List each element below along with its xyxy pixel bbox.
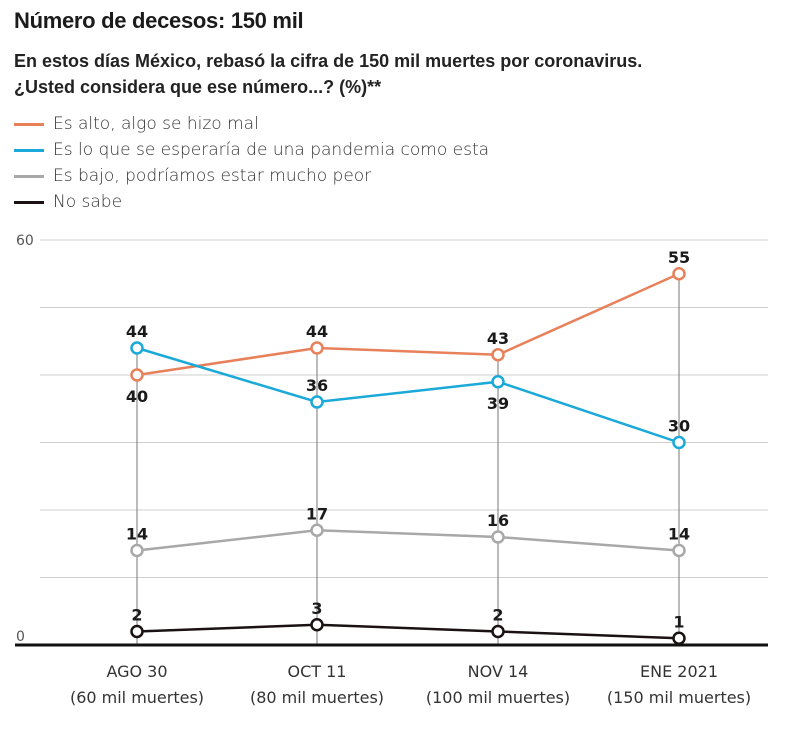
- data-label-bajo: 17: [306, 504, 328, 523]
- series-line-esperaria: [136, 346, 680, 444]
- data-point-esperaria: [130, 341, 144, 355]
- data-label-esperaria: 30: [668, 417, 690, 436]
- legend-swatch-no-sabe: [14, 200, 44, 204]
- data-point-bajo: [491, 530, 505, 544]
- data-label-alto: 44: [306, 322, 328, 341]
- legend-item-bajo: Es bajo, podríamos estar mucho peor: [14, 163, 489, 189]
- data-label-alto: 43: [487, 329, 509, 348]
- data-label-esperaria: 36: [306, 376, 328, 395]
- gridlines: [40, 239, 768, 578]
- drop-lines: [136, 273, 680, 645]
- data-label-bajo: 14: [126, 525, 148, 544]
- data-point-esperaria: [672, 435, 686, 450]
- data-point-alto: [672, 267, 686, 281]
- legend-swatch-esperaria: [14, 148, 44, 152]
- legend-item-no-sabe: No sabe: [14, 189, 489, 215]
- legend-label-bajo: Es bajo, podríamos estar mucho peor: [53, 166, 372, 186]
- series-line-bajo: [136, 528, 680, 552]
- series-line-alto: [136, 272, 680, 377]
- legend-label-esperaria: Es lo que se esperaría de una pandemia c…: [53, 140, 490, 160]
- data-label-bajo: 14: [668, 525, 690, 544]
- legend-swatch-alto: [14, 122, 44, 126]
- data-label-bajo: 16: [487, 511, 509, 530]
- x-tick-label-date: AGO 30: [106, 662, 167, 681]
- data-point-alto: [130, 368, 144, 382]
- data-label-alto: 40: [126, 387, 148, 406]
- y-tick-label: 0: [16, 629, 25, 645]
- legend-label-no-sabe: No sabe: [53, 192, 123, 212]
- data-label-no-sabe: 2: [131, 606, 142, 625]
- x-tick-label-deaths: (60 mil muertes): [70, 688, 204, 707]
- data-labels: 40 44 43 55 44 36 39 30 14 17 16 14 2 3 2 1: [126, 248, 690, 632]
- legend-item-esperaria: Es lo que se esperaría de una pandemia c…: [14, 137, 489, 163]
- x-tick-label-date: OCT 11: [288, 662, 347, 681]
- subtitle-line-2: ¿Usted considera que ese número...? (%)*…: [14, 77, 382, 97]
- data-point-bajo: [310, 523, 324, 537]
- x-tick-label-deaths: (100 mil muertes): [426, 688, 570, 707]
- data-label-esperaria: 39: [487, 394, 509, 413]
- data-point-no-sabe: [491, 624, 505, 639]
- x-tick-label-date: NOV 14: [468, 662, 529, 681]
- series-line-no-sabe: [136, 623, 680, 640]
- legend-label-alto: Es alto, algo se hizo mal: [53, 114, 259, 134]
- x-tick-label-deaths: (80 mil muertes): [250, 688, 384, 707]
- data-point-bajo: [672, 543, 686, 558]
- legend-swatch-bajo: [14, 174, 44, 178]
- data-point-no-sabe: [130, 624, 144, 639]
- data-point-bajo: [130, 543, 144, 558]
- x-tick-label-deaths: (150 mil muertes): [607, 688, 751, 707]
- x-tick-label-date: ENE 2021: [640, 662, 718, 681]
- data-label-no-sabe: 2: [492, 606, 503, 625]
- data-points: [130, 267, 686, 645]
- x-axis-labels: AGO 30 (60 mil muertes) OCT 11 (80 mil muer…: [70, 662, 751, 707]
- data-point-esperaria: [310, 395, 324, 409]
- legend-item-alto: Es alto, algo se hizo mal: [14, 111, 489, 137]
- data-point-alto: [310, 341, 324, 355]
- data-label-esperaria: 44: [126, 322, 148, 341]
- chart-subtitle: En estos días México, rebasó la cifra de…: [14, 48, 794, 100]
- data-label-no-sabe: 3: [311, 599, 322, 618]
- data-point-alto: [491, 348, 505, 362]
- data-point-no-sabe: [672, 631, 686, 645]
- series-lines: [136, 272, 680, 640]
- data-point-no-sabe: [310, 618, 324, 632]
- data-label-alto: 55: [668, 248, 690, 267]
- chart-title: Número de decesos: 150 mil: [14, 8, 304, 33]
- legend: Es alto, algo se hizo mal Es lo que se e…: [14, 111, 489, 215]
- data-label-no-sabe: 1: [673, 612, 684, 631]
- y-axis-ticks: 0 60: [16, 233, 34, 645]
- subtitle-line-1: En estos días México, rebasó la cifra de…: [14, 51, 643, 71]
- y-tick-label: 60: [16, 233, 34, 249]
- data-point-esperaria: [491, 375, 505, 389]
